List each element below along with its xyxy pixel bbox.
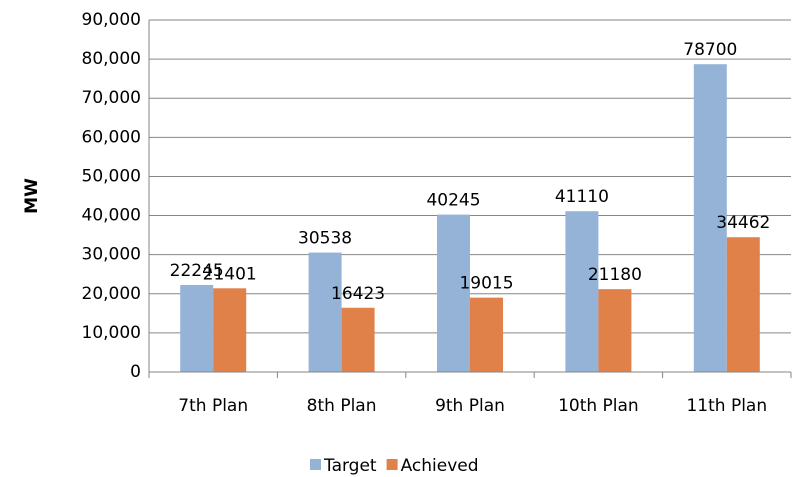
x-tick-label: 8th Plan bbox=[307, 396, 377, 416]
y-tick-label: 40,000 bbox=[82, 206, 141, 226]
y-tick-label: 10,000 bbox=[82, 323, 141, 343]
x-tick-label: 7th Plan bbox=[178, 396, 248, 416]
legend-label: Target bbox=[323, 456, 377, 476]
bar bbox=[180, 284, 214, 372]
data-label: 21180 bbox=[588, 265, 642, 285]
legend-swatch bbox=[386, 459, 398, 470]
bar bbox=[341, 307, 375, 372]
y-tick-label: 30,000 bbox=[82, 245, 141, 265]
bar bbox=[308, 252, 342, 372]
data-label: 30538 bbox=[298, 229, 352, 249]
bar bbox=[693, 64, 727, 372]
data-label: 19015 bbox=[459, 274, 513, 294]
data-label: 21401 bbox=[203, 264, 257, 284]
y-tick-label: 70,000 bbox=[82, 88, 141, 108]
x-tick-label: 10th Plan bbox=[558, 396, 639, 416]
bar bbox=[437, 214, 470, 372]
y-tick-label: 20,000 bbox=[82, 284, 141, 304]
legend-label: Achieved bbox=[401, 456, 479, 476]
data-label: 22245 bbox=[170, 261, 224, 281]
y-tick-label: 80,000 bbox=[82, 49, 141, 69]
bar bbox=[470, 297, 503, 372]
y-tick-label: 60,000 bbox=[82, 127, 141, 147]
x-tick-label: 11th Plan bbox=[686, 396, 767, 416]
y-tick-label: 50,000 bbox=[82, 166, 141, 186]
legend-swatch bbox=[310, 459, 321, 470]
y-tick-label: 90,000 bbox=[82, 10, 141, 30]
data-label: 41110 bbox=[555, 187, 609, 207]
bar bbox=[213, 288, 247, 372]
x-tick-label: 9th Plan bbox=[435, 396, 505, 416]
data-label: 40245 bbox=[426, 191, 480, 211]
bar bbox=[565, 211, 599, 372]
data-label: 16423 bbox=[331, 284, 385, 304]
y-tick-label: 0 bbox=[130, 362, 141, 382]
bar bbox=[598, 289, 632, 372]
data-label: 34462 bbox=[716, 213, 770, 233]
data-label: 78700 bbox=[683, 40, 737, 60]
y-axis-label: MW bbox=[22, 178, 42, 214]
bar bbox=[726, 237, 760, 372]
